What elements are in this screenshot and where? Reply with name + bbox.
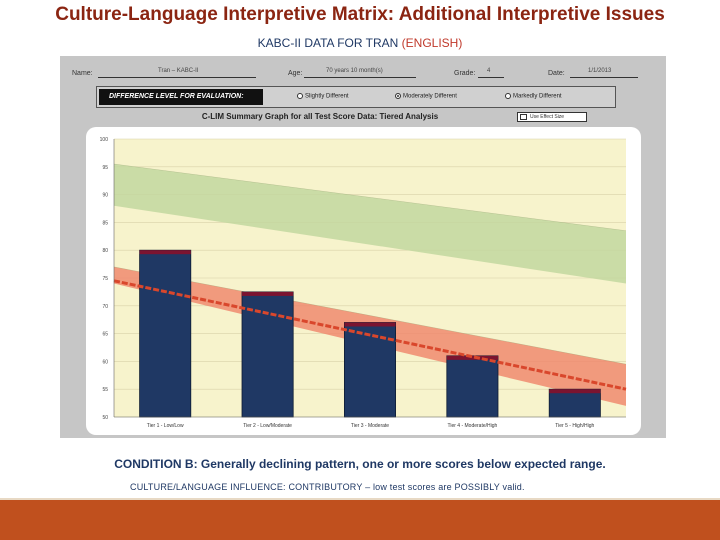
footer-rule: [0, 498, 720, 500]
bar-5: [548, 388, 601, 418]
radio-dot-icon: [505, 93, 511, 99]
influence-caption: CULTURE/LANGUAGE INFLUENCE: CONTRIBUTORY…: [130, 482, 525, 492]
band-slightly-different: [114, 164, 626, 284]
band-edge: [113, 266, 627, 365]
name-label: Name:: [72, 70, 93, 77]
bar-cap-3: [344, 322, 396, 327]
y-tick-label: 65: [102, 332, 108, 338]
slide-title: Culture-Language Interpretive Matrix: Ad…: [55, 4, 665, 25]
graph-title: C-LIM Summary Graph for all Test Score D…: [201, 112, 439, 121]
y-tick-label: 100: [100, 137, 109, 143]
bar-cap-5: [549, 389, 601, 394]
date-value: 1/1/2013: [588, 68, 612, 74]
footer-bar: [0, 500, 720, 540]
difference-label: DIFFERENCE LEVEL FOR EVALUATION:: [99, 89, 263, 105]
x-tick-label: Tier 3 - Moderate: [351, 423, 389, 429]
x-tick-label: Tier 5 - High/High: [555, 423, 594, 429]
chart-area: 50 55 60 65 70 75 80 85 90 95 100 Tier 1 - Low/Low T…: [86, 127, 641, 435]
subtitle-accent: (ENGLISH): [401, 36, 463, 50]
date-label: Date:: [548, 70, 565, 77]
radio-slightly[interactable]: Slightly Different: [297, 93, 349, 100]
difference-level-box: DIFFERENCE LEVEL FOR EVALUATION: Slightl…: [96, 86, 616, 108]
x-tick-label: Tier 4 - Moderate/High: [447, 423, 497, 429]
subtitle-prefix: KABC-II DATA FOR TRAN: [257, 36, 402, 50]
effect-size-checkbox[interactable]: Use Effect Size: [517, 112, 587, 122]
y-tick-label: 50: [102, 415, 108, 421]
slide-subtitle: KABC-II DATA FOR TRAN (ENGLISH): [0, 36, 720, 50]
y-tick-label: 75: [102, 276, 108, 282]
radio-dot-icon: [297, 93, 303, 99]
y-tick-label: 90: [102, 193, 108, 199]
age-label: Age:: [288, 70, 303, 77]
c-lim-chart: 50 55 60 65 70 75 80 85 90 95 100 Tier 1 - Low/Low T…: [100, 137, 627, 429]
name-value: Tran – KABC-II: [158, 68, 199, 74]
bar-cap-1: [139, 250, 191, 255]
form-row: Name: Tran – KABC-II Age: 70 years 10 mo…: [66, 66, 656, 84]
bar-cap-2: [242, 291, 294, 296]
radio-markedly[interactable]: Markedly Different: [505, 93, 562, 100]
bar-1: [139, 249, 192, 418]
grade-label: Grade:: [454, 70, 476, 77]
bar-3: [343, 322, 396, 418]
y-tick-label: 85: [102, 220, 108, 226]
y-tick-label: 55: [102, 387, 108, 393]
radio-moderately[interactable]: Moderately Different: [395, 93, 457, 100]
bar-4: [446, 355, 499, 418]
x-tick-label: Tier 2 - Low/Moderate: [243, 423, 292, 429]
age-value: 70 years 10 month(s): [326, 68, 383, 74]
condition-caption: CONDITION B: Generally declining pattern…: [114, 457, 606, 471]
bar-cap-4: [446, 355, 498, 360]
y-tick-label: 70: [102, 304, 108, 310]
bar-2: [241, 291, 294, 418]
radio-dot-selected-icon: [395, 93, 401, 99]
y-tick-label: 60: [102, 359, 108, 365]
y-tick-label: 80: [102, 248, 108, 254]
grade-value: 4: [487, 68, 491, 74]
band-edge: [113, 163, 627, 231]
trend-line: [113, 279, 627, 391]
x-tick-label: Tier 1 - Low/Low: [147, 423, 184, 429]
y-tick-label: 95: [102, 165, 108, 171]
checkbox-icon: [520, 114, 527, 120]
